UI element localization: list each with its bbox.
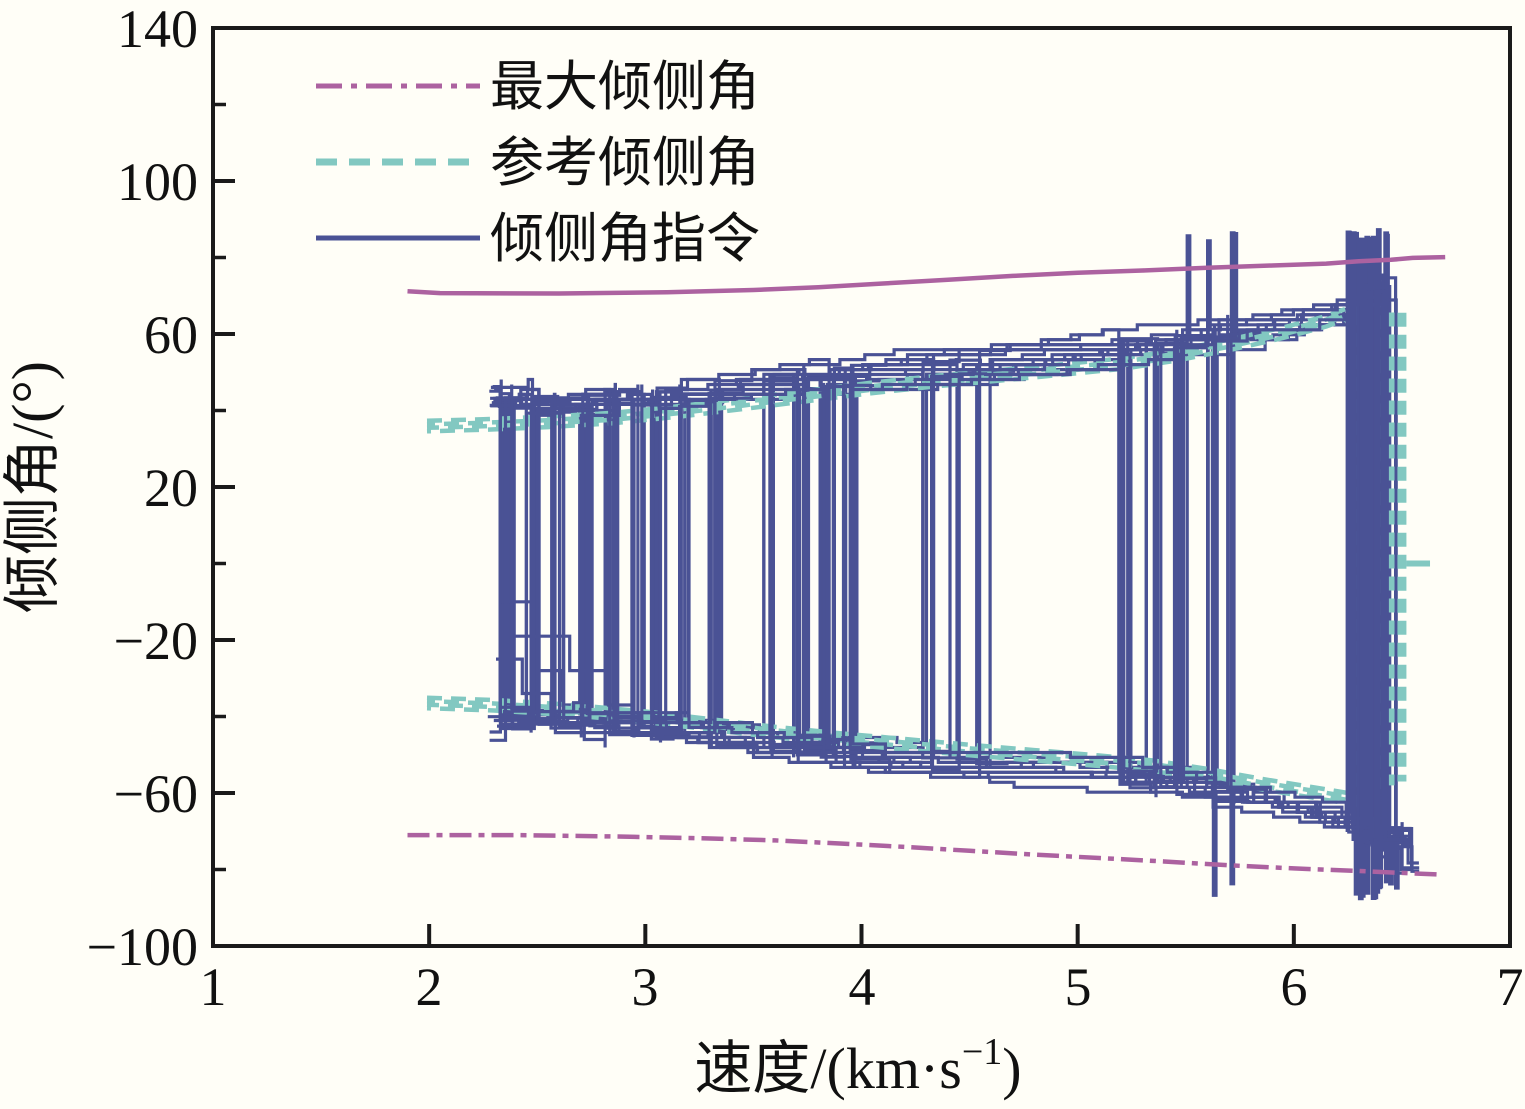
legend-label-bank-angle-command: 倾侧角指令 xyxy=(490,209,760,269)
x-tick-label: 6 xyxy=(1281,957,1308,1017)
series-max-bank-angle xyxy=(407,254,1446,877)
command-trajectory xyxy=(494,235,1413,889)
x-tick-label: 7 xyxy=(1497,957,1524,1017)
x-tick-label: 1 xyxy=(200,957,227,1017)
x-axis-title-superscript: −1 xyxy=(962,1031,1002,1073)
command-trajectory xyxy=(495,290,1402,832)
y-tick-label: 100 xyxy=(117,152,198,212)
command-trajectory xyxy=(494,231,1397,896)
y-tick-label: 20 xyxy=(144,458,198,518)
y-tick-label: −100 xyxy=(87,917,198,977)
plot-frame xyxy=(211,26,1512,948)
y-tick-label: 60 xyxy=(144,305,198,365)
max-bank-angle-lower xyxy=(407,832,1439,877)
x-tick-label: 4 xyxy=(849,957,876,1017)
x-axis-title-base: 速度/(km·s xyxy=(694,1036,961,1101)
x-axis-title-close: ) xyxy=(1002,1036,1021,1101)
y-tick-label: −20 xyxy=(114,611,198,671)
y-tick-label: −60 xyxy=(114,764,198,824)
x-tick-label: 3 xyxy=(632,957,659,1017)
reference-upper xyxy=(426,303,1375,431)
command-trajectory xyxy=(502,289,1397,857)
reference-lower xyxy=(426,695,1373,800)
x-axis-title: 速度/(km·s−1) xyxy=(694,1031,1021,1101)
y-axis-title: 倾侧角/(°) xyxy=(0,361,65,613)
command-trajectory xyxy=(498,275,1420,884)
y-tick-label: 140 xyxy=(117,0,198,59)
x-tick-label: 5 xyxy=(1065,957,1092,1017)
legend-label-reference-bank-angle: 参考倾侧角 xyxy=(490,133,760,193)
series-bank-angle-command-front xyxy=(487,230,1420,901)
command-trajectory xyxy=(500,231,1419,865)
reference-upper xyxy=(426,296,1375,424)
x-tick-label: 2 xyxy=(416,957,443,1017)
plot-content xyxy=(211,26,1512,948)
command-trajectory xyxy=(496,290,1396,901)
legend-label-max-bank-angle: 最大倾侧角 xyxy=(490,57,760,117)
legend: 最大倾侧角 参考倾侧角 倾侧角指令 xyxy=(316,57,760,269)
max-bank-angle-upper xyxy=(407,254,1446,296)
